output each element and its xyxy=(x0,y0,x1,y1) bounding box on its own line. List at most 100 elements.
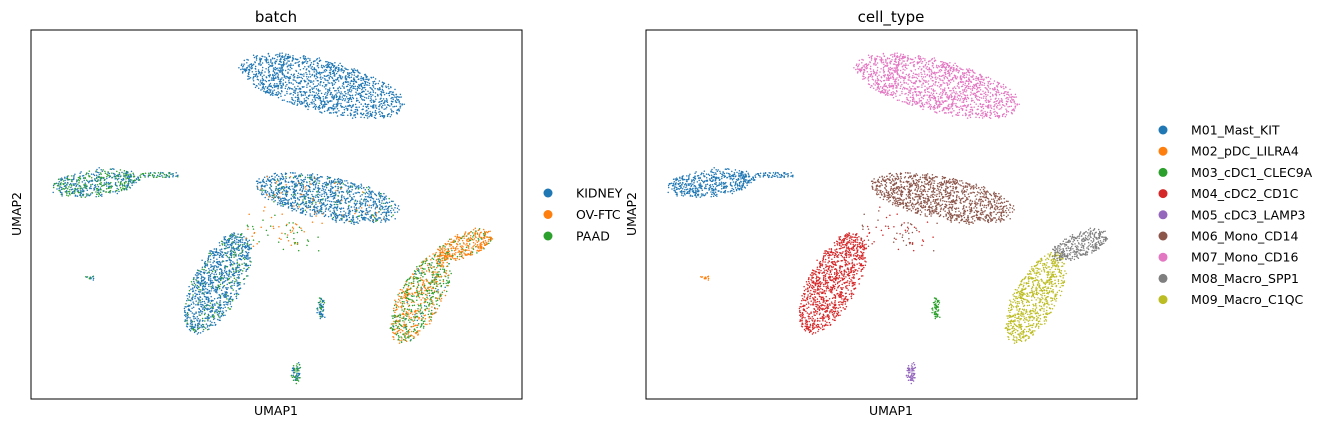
batch-point xyxy=(248,239,251,242)
batch-point xyxy=(215,248,218,251)
batch-point xyxy=(255,70,257,73)
batch-point xyxy=(395,93,397,96)
batch-point xyxy=(358,211,361,213)
batch-point xyxy=(332,98,335,100)
batch-point xyxy=(244,254,246,257)
batch-point xyxy=(367,188,370,191)
batch-point xyxy=(372,221,375,224)
batch-point xyxy=(277,93,279,95)
batch-point xyxy=(292,83,294,85)
batch-point xyxy=(307,190,310,192)
batch-point xyxy=(290,73,293,76)
batch-point xyxy=(290,207,293,210)
batch-point xyxy=(290,101,292,103)
batch-point xyxy=(264,79,266,82)
batch-point xyxy=(114,173,116,176)
batch-point xyxy=(320,64,323,67)
batch-point xyxy=(314,185,317,187)
batch-point xyxy=(347,188,350,190)
batch-point xyxy=(305,91,308,93)
batch-point xyxy=(317,184,320,187)
batch-point xyxy=(74,191,76,193)
batch-point xyxy=(362,86,364,89)
batch-point xyxy=(407,284,410,287)
batch-point xyxy=(341,105,344,108)
batch-point xyxy=(261,66,264,69)
batch-point xyxy=(404,332,407,334)
batch-point xyxy=(325,95,327,98)
batch-point xyxy=(413,285,415,287)
batch-point xyxy=(318,104,321,107)
batch-point xyxy=(384,196,386,199)
batch-point xyxy=(367,111,369,114)
batch-point xyxy=(216,276,219,278)
batch-point xyxy=(313,71,315,73)
batch-point xyxy=(192,288,194,290)
batch-point xyxy=(135,181,137,184)
batch-point xyxy=(305,105,308,108)
batch-point xyxy=(250,67,252,69)
batch-point xyxy=(351,197,353,200)
batch-point xyxy=(318,176,320,179)
batch-point xyxy=(215,251,218,253)
batch-point xyxy=(345,96,348,98)
batch-point xyxy=(414,272,416,275)
batch-point xyxy=(277,184,279,186)
batch-point xyxy=(240,64,243,67)
batch-point xyxy=(343,95,346,97)
batch-point xyxy=(316,57,319,60)
batch-point xyxy=(201,292,204,294)
batch-point xyxy=(342,112,344,114)
batch-point xyxy=(300,193,302,196)
batch-point xyxy=(424,268,426,270)
batch-point xyxy=(438,297,440,299)
batch-point xyxy=(282,186,284,188)
batch-point xyxy=(340,114,342,116)
batch-point xyxy=(325,60,327,63)
batch-point xyxy=(338,86,341,88)
batch-point xyxy=(325,208,327,211)
batch-point xyxy=(337,180,340,182)
batch-point xyxy=(346,180,348,182)
batch-point xyxy=(234,254,237,257)
batch-point xyxy=(231,246,233,249)
batch-point xyxy=(430,300,433,302)
batch-point xyxy=(291,96,293,99)
batch-point xyxy=(364,89,367,91)
batch-point xyxy=(324,97,327,99)
batch-point xyxy=(114,183,117,185)
batch-point xyxy=(412,320,415,322)
batch-point xyxy=(416,326,418,329)
batch-point xyxy=(236,292,238,294)
batch-point xyxy=(241,241,243,244)
batch-point xyxy=(271,93,273,95)
batch-point xyxy=(301,212,303,214)
batch-point xyxy=(395,98,398,100)
batch-point xyxy=(221,271,224,274)
batch-point xyxy=(310,62,313,64)
batch-point xyxy=(332,216,335,219)
batch-point xyxy=(66,184,68,186)
batch-point xyxy=(249,260,251,262)
batch-point xyxy=(230,249,232,251)
batch-point xyxy=(205,317,207,319)
batch-point xyxy=(404,318,406,321)
batch-point xyxy=(327,91,329,94)
batch-point xyxy=(102,177,105,180)
batch-point xyxy=(306,60,309,63)
batch-point xyxy=(291,205,293,207)
batch-point xyxy=(433,266,435,268)
batch-point xyxy=(121,171,123,174)
batch-point xyxy=(399,93,402,96)
batch-point xyxy=(97,175,99,178)
batch-point xyxy=(385,205,387,207)
batch-point xyxy=(436,303,438,306)
batch-point xyxy=(246,268,249,271)
batch-point xyxy=(407,292,410,295)
batch-point xyxy=(192,278,195,280)
batch-point xyxy=(417,330,419,332)
batch-point xyxy=(211,280,213,282)
batch-point xyxy=(409,293,411,295)
batch-point xyxy=(218,303,220,305)
batch-point xyxy=(270,61,272,63)
